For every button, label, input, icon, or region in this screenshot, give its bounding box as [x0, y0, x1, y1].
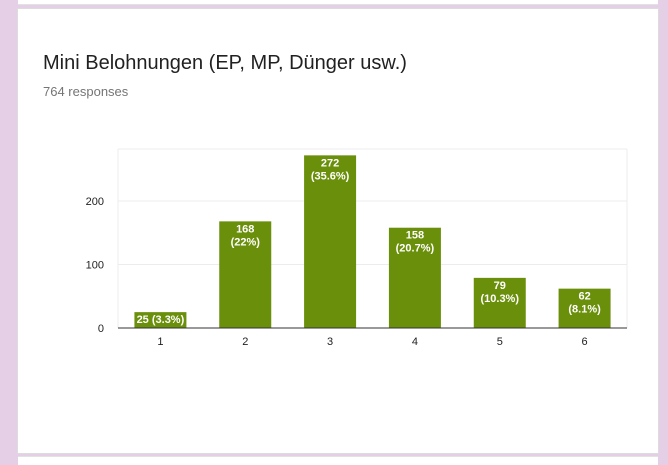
- bar: [558, 288, 611, 328]
- question-title: Mini Belohnungen (EP, MP, Dünger usw.): [43, 52, 407, 74]
- y-tick-label: 200: [86, 196, 104, 208]
- previous-card-edge: [18, 0, 658, 5]
- x-tick-label: 1: [157, 336, 163, 348]
- bar-data-label: 168: [236, 223, 254, 235]
- bar-data-label: 62: [578, 291, 590, 303]
- bar: [388, 227, 441, 328]
- bar-data-label: (10.3%): [480, 293, 519, 305]
- bar: [473, 277, 526, 328]
- bar: [219, 221, 272, 328]
- x-tick-label: 3: [327, 336, 333, 348]
- y-tick-label: 0: [98, 323, 104, 335]
- x-tick-label: 4: [412, 336, 418, 348]
- bar-data-label: 272: [321, 157, 339, 169]
- bar-data-label: (20.7%): [396, 243, 435, 255]
- bar-data-label: (8.1%): [568, 304, 601, 316]
- bar: [304, 155, 357, 328]
- x-tick-label: 2: [242, 336, 248, 348]
- x-tick-label: 5: [497, 336, 503, 348]
- y-tick-label: 100: [86, 260, 104, 272]
- bar-data-label: (22%): [231, 236, 261, 248]
- bar-data-label: 158: [406, 230, 424, 242]
- bar: [134, 312, 187, 328]
- bar-data-label: 25 (3.3%): [137, 314, 185, 326]
- next-card-edge: [18, 456, 658, 465]
- bar-data-label: 79: [494, 280, 506, 292]
- response-count: 764 responses: [43, 84, 129, 99]
- x-tick-label: 6: [582, 336, 588, 348]
- bar-data-label: (35.6%): [311, 170, 350, 182]
